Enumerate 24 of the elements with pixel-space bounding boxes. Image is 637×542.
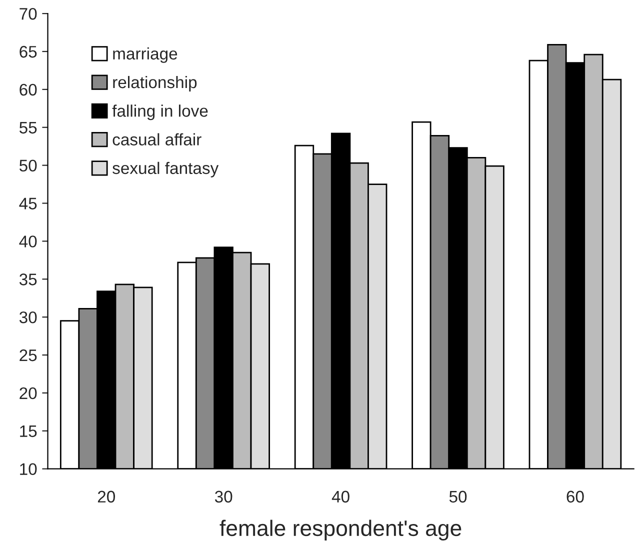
- y-tick-label: 30: [19, 311, 37, 324]
- y-tick-label: 50: [19, 160, 37, 172]
- y-tick-label: 55: [19, 122, 37, 134]
- y-tick-label: 70: [20, 8, 37, 20]
- y-tick-label: 20: [20, 387, 37, 400]
- legend-label: casual affair: [112, 133, 202, 146]
- x-tick-label: 50: [449, 490, 467, 503]
- y-tick-label: 65: [20, 46, 37, 58]
- y-tick-label: 15: [20, 425, 37, 438]
- y-tick-label: 40: [19, 236, 37, 248]
- x-tick-label: 20: [98, 490, 115, 503]
- x-axis-title: female respondent's age: [220, 520, 462, 540]
- y-tick-label: 60: [20, 84, 37, 96]
- legend-label: marriage: [113, 47, 178, 63]
- x-tick-label: 60: [566, 490, 584, 503]
- legend-label: relationship: [113, 76, 197, 92]
- y-tick-label: 45: [19, 198, 37, 210]
- y-tick-label: 35: [19, 274, 37, 286]
- legend-label: falling in love: [112, 104, 208, 120]
- y-tick-label: 10: [20, 463, 37, 476]
- x-tick-label: 40: [332, 490, 350, 503]
- x-tick-label: 30: [214, 490, 232, 503]
- y-tick-label: 25: [20, 349, 37, 362]
- legend-label: sexual fantasy: [112, 162, 219, 178]
